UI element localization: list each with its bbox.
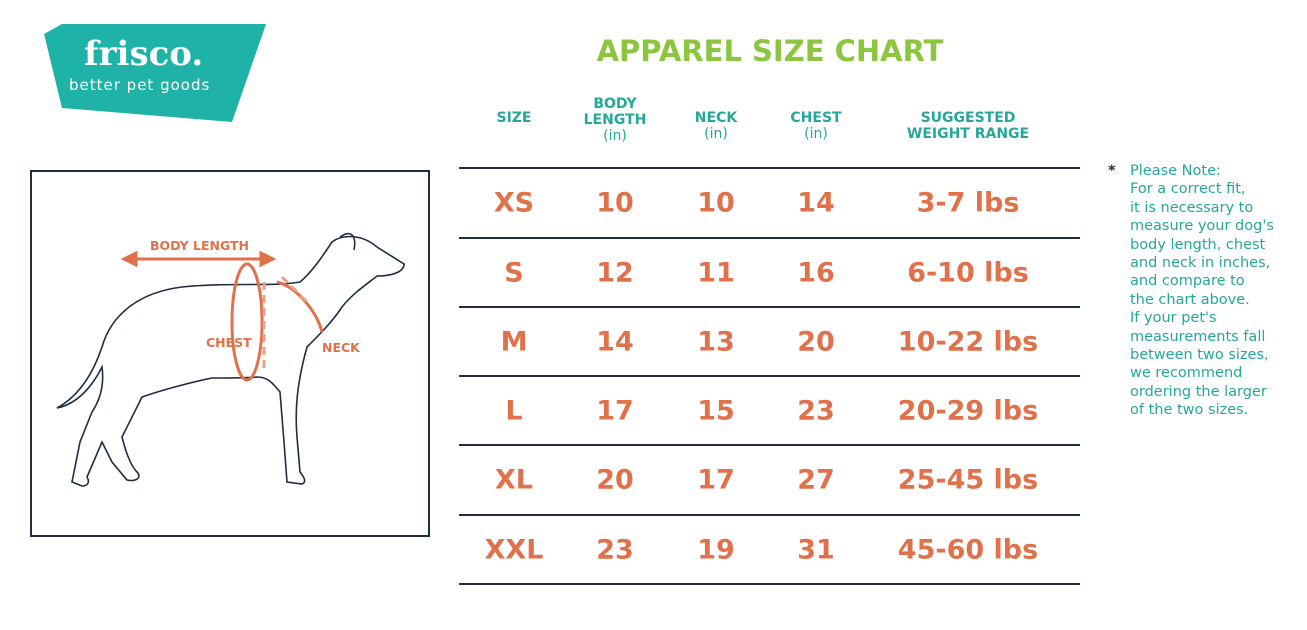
neck-cell: 10 (697, 187, 735, 219)
page-title: APPAREL SIZE CHART (596, 34, 944, 68)
note-line: If your pet's (1130, 310, 1217, 327)
header-body-length: BODY LENGTH (in) (583, 96, 647, 144)
row-divider (459, 306, 1080, 308)
body-length-cell: 12 (596, 257, 634, 288)
size-cell: L (505, 395, 523, 426)
chest-cell: 23 (797, 395, 835, 426)
label-chest: CHEST (206, 335, 252, 350)
frisco-logo: frisco. better pet goods (36, 22, 268, 122)
weight-range-cell: 3-7 lbs (916, 187, 1020, 219)
chest-cell: 20 (797, 326, 835, 357)
neck-cell: 13 (697, 326, 735, 357)
note-line: measurements fall (1130, 328, 1266, 345)
label-body-length: BODY LENGTH (150, 238, 250, 253)
weight-range-cell: 45-60 lbs (897, 534, 1039, 565)
weight-range-cell: 20-29 lbs (897, 395, 1039, 426)
chest-cell: 14 (797, 187, 835, 219)
logo-brand: frisco. (84, 34, 204, 74)
note-line: we recommend (1130, 365, 1243, 382)
body-length-cell: 10 (596, 187, 634, 219)
header-chest: CHEST (in) (790, 110, 842, 142)
chest-cell: 31 (797, 534, 835, 565)
row-divider (459, 444, 1080, 446)
note-line: and compare to (1130, 273, 1245, 290)
chest-cell: 27 (797, 464, 835, 496)
neck-cell: 15 (697, 395, 735, 426)
header-neck: NECK (in) (694, 110, 738, 142)
note-line: measure your dog's (1130, 218, 1274, 235)
dog-illustration (56, 233, 405, 487)
note-line: For a correct fit, (1130, 181, 1246, 198)
size-cell: XS (493, 187, 535, 219)
dog-measurement-diagram: BODY LENGTH CHEST NECK (30, 170, 430, 537)
size-cell: M (500, 326, 528, 357)
chest-cell: 16 (797, 257, 835, 288)
note-line: the chart above. (1130, 291, 1250, 308)
header-size: SIZE (496, 110, 532, 126)
body-length-cell: 23 (596, 534, 634, 565)
note-line: and neck in inches, (1130, 255, 1271, 272)
asterisk: * (1108, 163, 1116, 179)
note-line: ordering the larger (1130, 383, 1267, 400)
row-divider (459, 375, 1080, 377)
weight-range-cell: 10-22 lbs (897, 326, 1039, 357)
header-weight: SUGGESTED WEIGHT RANGE (906, 110, 1030, 142)
neck-cell: 11 (697, 257, 735, 288)
neck-cell: 17 (697, 464, 735, 496)
row-divider (459, 514, 1080, 516)
body-length-cell: 17 (596, 395, 634, 426)
body-length-cell: 20 (596, 464, 634, 496)
size-cell: S (504, 257, 524, 288)
label-neck: NECK (322, 340, 360, 355)
note-line: it is necessary to (1130, 199, 1254, 216)
note-line: Please Note: (1130, 163, 1221, 179)
note-line: body length, chest (1130, 236, 1266, 253)
row-divider (459, 167, 1080, 169)
neck-cell: 19 (697, 534, 735, 565)
weight-range-cell: 25-45 lbs (897, 464, 1039, 496)
size-cell: XXL (484, 534, 544, 565)
please-note: * Please Note: For a correct fit, it is ne… (1108, 162, 1274, 420)
note-line: between two sizes, (1130, 347, 1269, 364)
row-divider (459, 237, 1080, 239)
row-divider (459, 583, 1080, 585)
note-line: of the two sizes. (1130, 402, 1249, 419)
body-length-cell: 14 (596, 326, 634, 357)
weight-range-cell: 6-10 lbs (907, 257, 1029, 288)
size-cell: XL (494, 464, 534, 496)
logo-tagline: better pet goods (69, 76, 211, 94)
